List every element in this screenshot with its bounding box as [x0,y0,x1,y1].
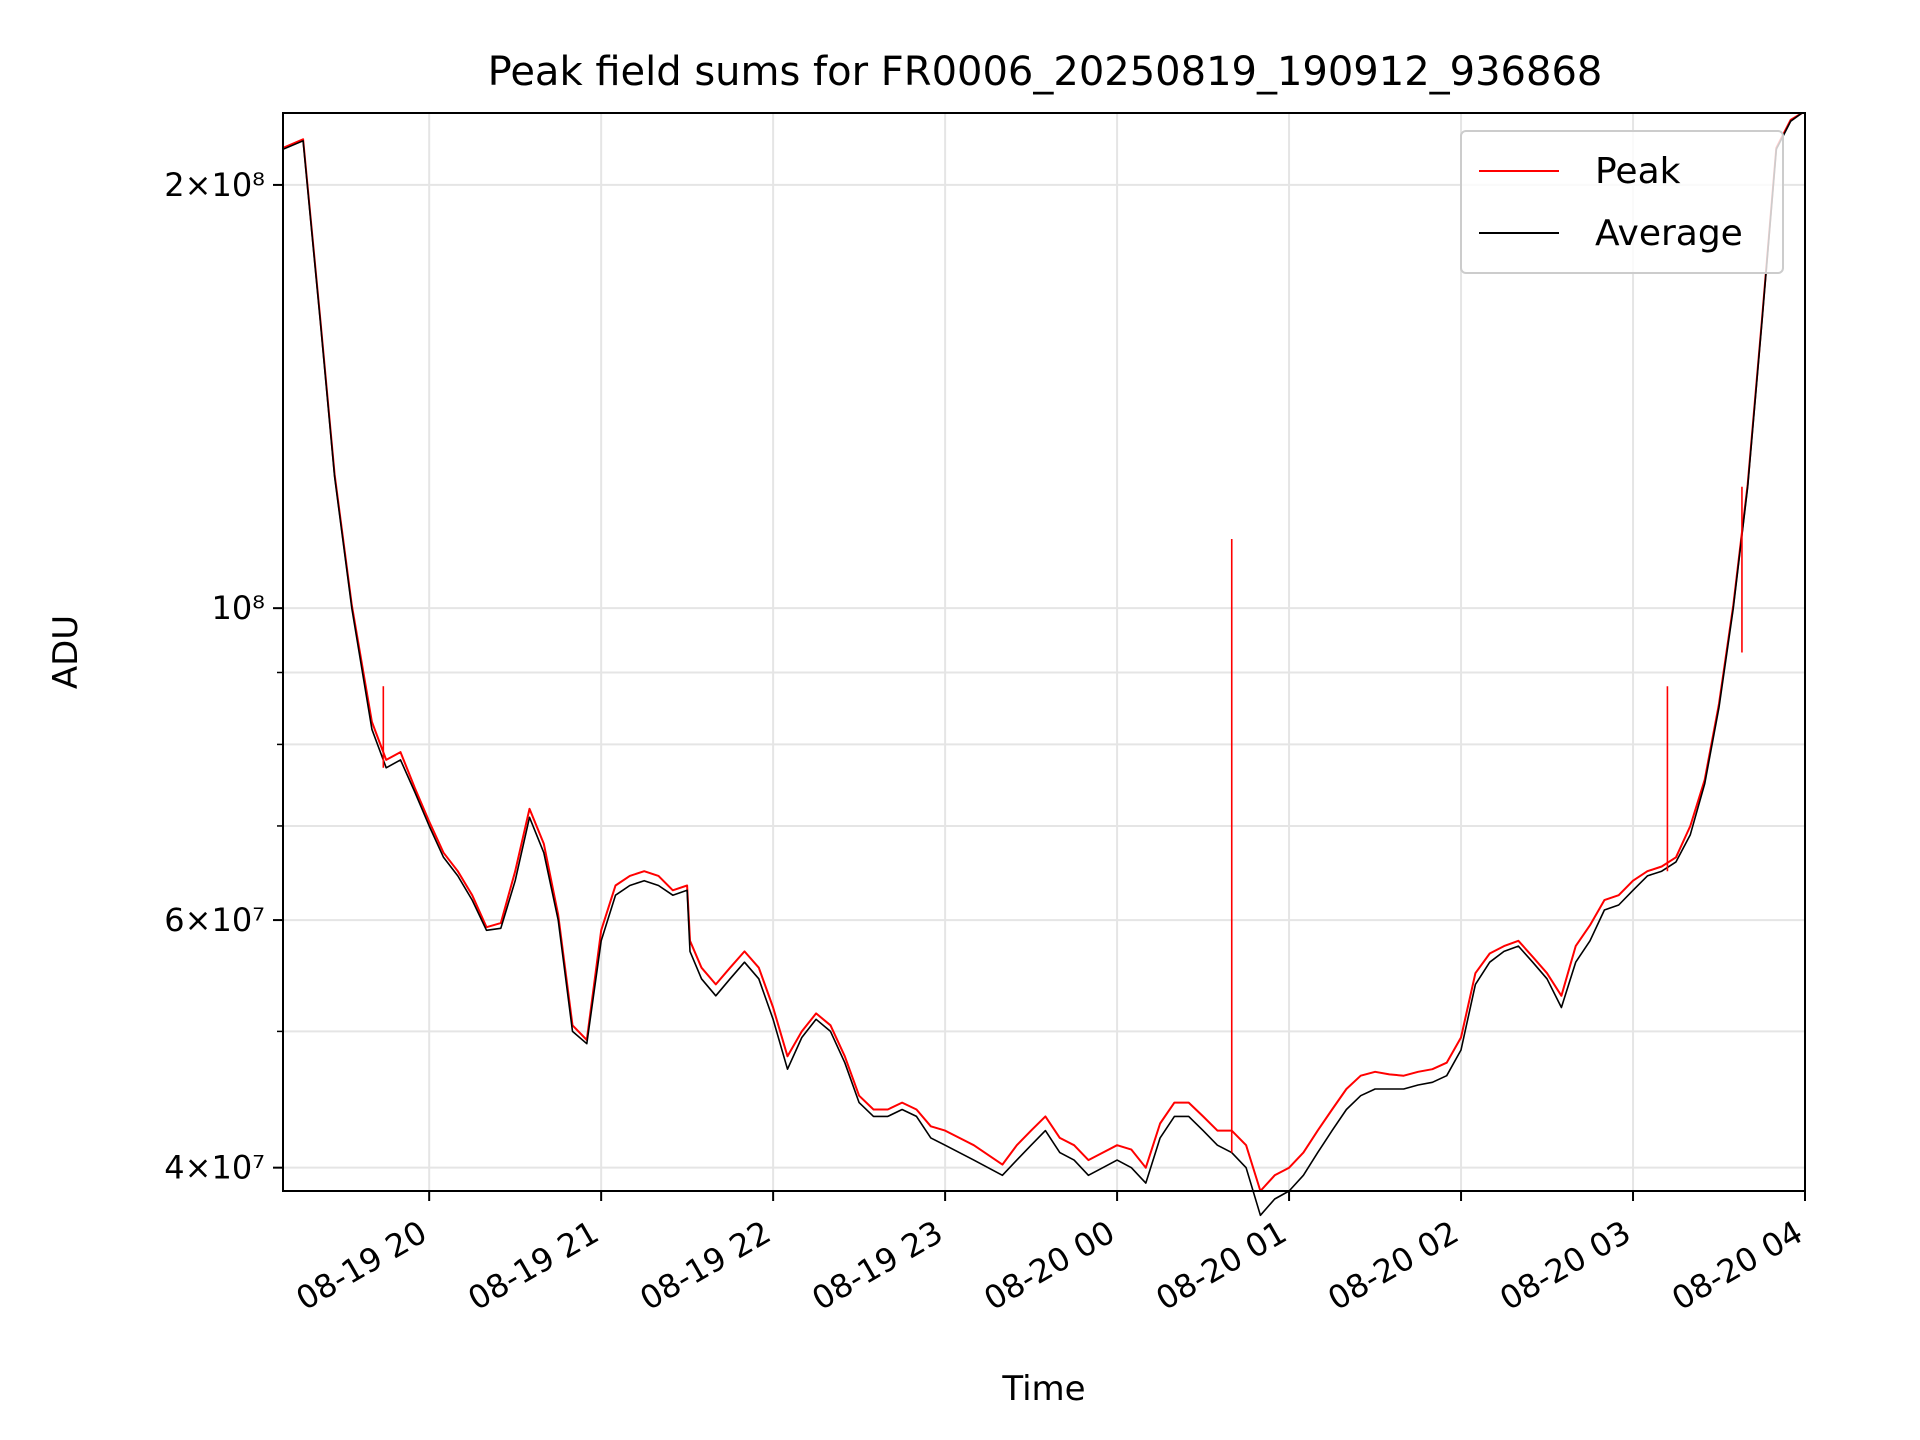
legend: Peak Average [1460,130,1784,274]
x-axis-label: Time [1001,1369,1085,1409]
plot-frame [282,112,1806,1192]
y-tick-label: 6×10⁷ [164,901,265,939]
y-axis-label: ADU [46,615,86,689]
y-tick-label: 2×10⁸ [164,166,265,204]
series-layer [282,112,1803,1217]
chart-title: Peak field sums for FR0006_20250819_1909… [488,49,1603,95]
series-line-average [282,112,1803,1217]
series-line-peak [282,112,1803,1192]
y-tick-label: 4×10⁷ [164,1149,265,1187]
y-tick-label: 10⁸ [211,589,265,627]
legend-label-average: Average [1595,213,1743,254]
y-axis-ticks: 4×10⁷ 6×10⁷ 10⁸ 2×10⁸ [164,166,283,1187]
legend-label-peak: Peak [1595,151,1681,192]
legend-box [1460,130,1784,274]
